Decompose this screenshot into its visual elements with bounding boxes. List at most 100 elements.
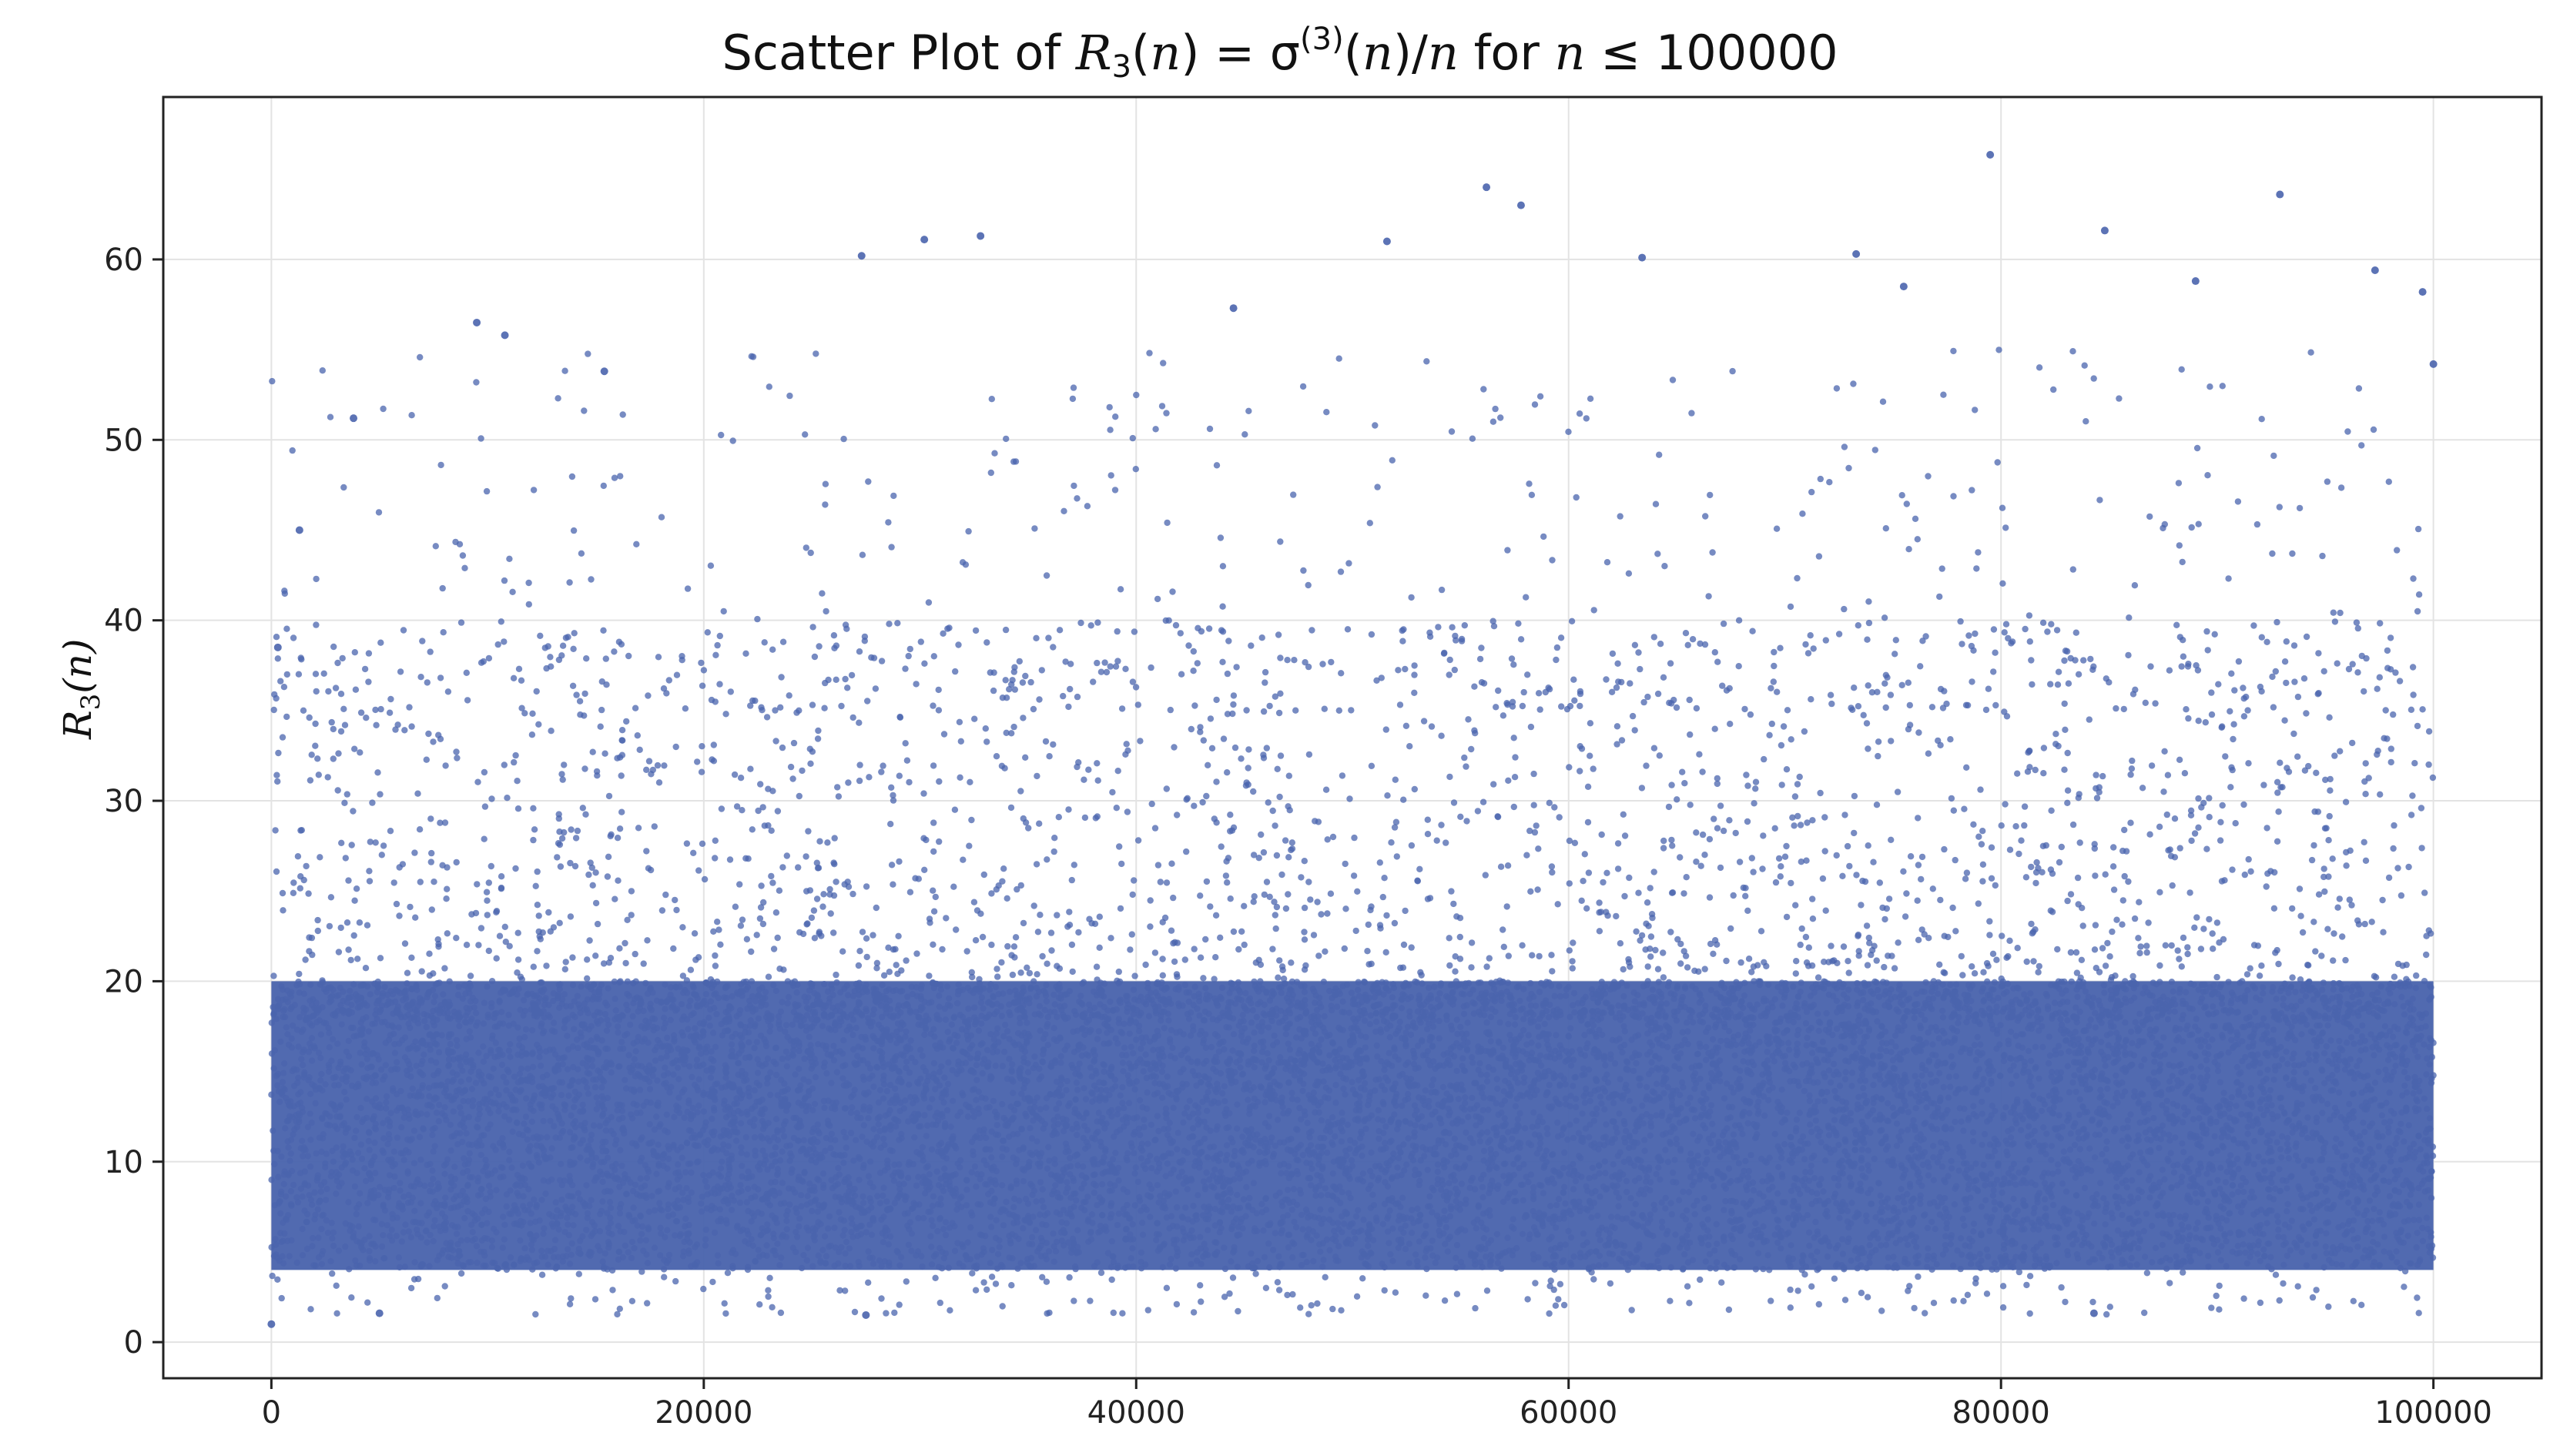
- data-point: [1183, 796, 1190, 803]
- data-point: [1308, 627, 1315, 634]
- scatter-points: [267, 150, 2438, 1328]
- data-point: [1087, 622, 1094, 629]
- data-point: [1898, 492, 1905, 499]
- data-point: [390, 879, 397, 886]
- data-point: [1203, 878, 1211, 885]
- data-point: [1714, 825, 1721, 832]
- data-point: [2029, 681, 2036, 688]
- data-point: [1402, 722, 1410, 729]
- data-point: [2361, 688, 2367, 695]
- data-point: [1689, 636, 1697, 643]
- data-point: [1097, 668, 1105, 675]
- data-point: [418, 968, 425, 975]
- data-point: [2219, 383, 2226, 390]
- data-point: [1463, 818, 1470, 825]
- data-point: [1101, 659, 1108, 666]
- data-point: [712, 651, 719, 658]
- data-point: [2270, 704, 2277, 711]
- data-point: [1535, 845, 1542, 852]
- data-point: [1814, 974, 1822, 981]
- data-point: [1258, 831, 1265, 838]
- data-point: [1778, 863, 1784, 870]
- data-point: [2090, 375, 2097, 382]
- data-point: [2176, 845, 2183, 852]
- data-point: [1855, 952, 1862, 959]
- data-point: [1761, 755, 1768, 763]
- data-point: [883, 1310, 890, 1317]
- data-point: [366, 868, 373, 875]
- data-point: [597, 723, 604, 730]
- data-point: [1050, 848, 1057, 855]
- data-point: [1557, 634, 1565, 641]
- data-point: [663, 690, 670, 697]
- data-point: [940, 630, 947, 637]
- data-point: [1794, 1287, 1801, 1294]
- data-point: [1183, 848, 1190, 855]
- data-point: [1950, 807, 1957, 814]
- data-point: [1217, 534, 1225, 541]
- data-point: [538, 1271, 546, 1278]
- data-point: [1887, 691, 1895, 698]
- data-point: [813, 350, 819, 357]
- data-point: [406, 704, 413, 711]
- data-point: [1614, 660, 1621, 667]
- data-point: [2419, 706, 2426, 713]
- data-point: [1002, 677, 1009, 684]
- data-point: [2139, 785, 2146, 792]
- data-point: [2184, 944, 2191, 951]
- data-point: [498, 873, 505, 880]
- data-point: [401, 727, 408, 734]
- data-point: [1310, 932, 1318, 939]
- data-point: [1118, 860, 1125, 868]
- data-point: [1990, 626, 1998, 633]
- data-point: [1328, 658, 1335, 666]
- data-point: [514, 805, 522, 812]
- data-point: [1154, 862, 1162, 869]
- data-point: [1147, 923, 1154, 930]
- data-point: [2032, 766, 2039, 774]
- data-point: [1794, 781, 1801, 788]
- data-point: [1743, 772, 1750, 778]
- data-point: [586, 937, 593, 944]
- data-point: [1168, 860, 1175, 867]
- data-point: [1792, 970, 1799, 977]
- data-point: [1643, 762, 1650, 769]
- data-point: [412, 914, 419, 921]
- data-point: [1851, 684, 1858, 691]
- data-point: [803, 544, 810, 551]
- data-point: [2143, 1270, 2151, 1277]
- data-point: [612, 895, 618, 902]
- data-point: [1131, 877, 1138, 884]
- data-point: [362, 965, 370, 972]
- data-point: [926, 972, 933, 979]
- data-point: [2061, 700, 2068, 708]
- data-point: [1915, 862, 1922, 869]
- data-point: [1318, 911, 1325, 918]
- data-point: [2125, 651, 2132, 659]
- data-point: [1969, 487, 1975, 494]
- data-point: [2061, 766, 2068, 773]
- data-point: [769, 879, 776, 886]
- data-point: [1644, 963, 1651, 970]
- data-point: [2344, 428, 2351, 435]
- data-point: [1745, 956, 1753, 962]
- data-point: [475, 942, 482, 949]
- data-point: [1621, 832, 1629, 839]
- data-point: [2244, 707, 2251, 714]
- data-point: [1033, 634, 1040, 641]
- data-point: [842, 675, 849, 683]
- data-point: [1699, 831, 1707, 838]
- data-point: [530, 963, 537, 970]
- data-point: [1131, 628, 1138, 635]
- data-point: [1549, 557, 1556, 564]
- data-point: [1841, 605, 1848, 613]
- data-point: [2195, 795, 2202, 802]
- data-point: [819, 590, 826, 597]
- data-point: [351, 897, 358, 904]
- data-point: [1068, 876, 1076, 884]
- data-point: [2197, 946, 2205, 952]
- data-point: [1524, 671, 1531, 678]
- data-point: [2002, 524, 2009, 531]
- data-point: [1526, 480, 1533, 487]
- data-point: [568, 473, 576, 480]
